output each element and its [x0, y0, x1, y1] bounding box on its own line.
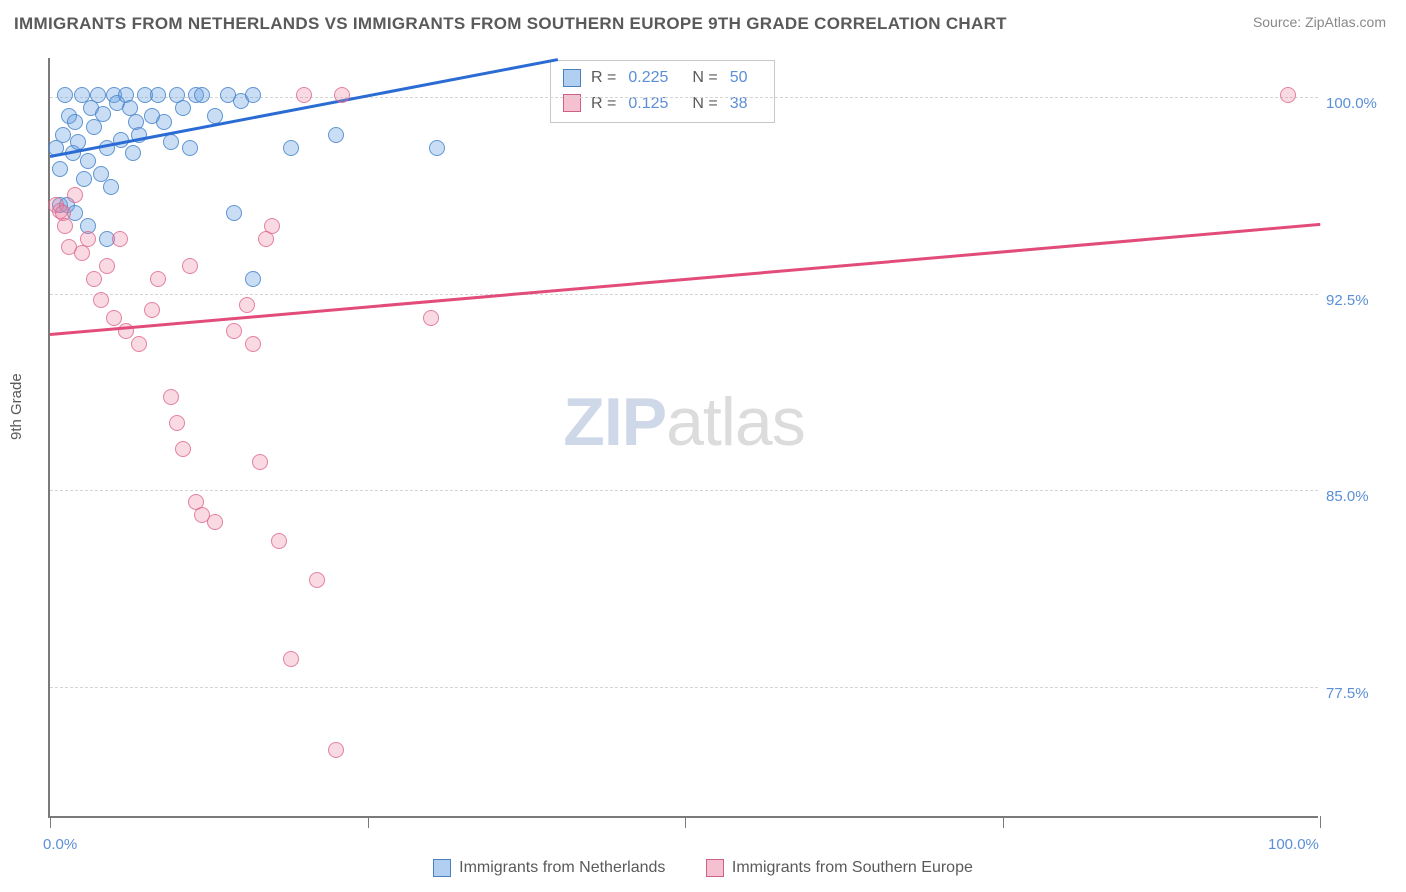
source-credit: Source: ZipAtlas.com: [1253, 14, 1386, 30]
gridline: [50, 687, 1318, 688]
n-label: N =: [692, 91, 717, 117]
data-point: [245, 271, 261, 287]
y-tick-label: 92.5%: [1326, 292, 1369, 309]
stats-legend-box: R = 0.225 N = 50 R = 0.125 N = 38: [550, 60, 775, 123]
data-point: [57, 87, 73, 103]
data-point: [264, 218, 280, 234]
y-tick-label: 77.5%: [1326, 685, 1369, 702]
data-point: [106, 310, 122, 326]
watermark-zip: ZIP: [563, 384, 666, 460]
data-point: [125, 145, 141, 161]
data-point: [90, 87, 106, 103]
x-tick: [1003, 816, 1004, 828]
stats-row-blue: R = 0.225 N = 50: [563, 65, 762, 91]
x-tick-label: 0.0%: [43, 836, 77, 853]
gridline: [50, 294, 1318, 295]
data-point: [76, 171, 92, 187]
plot-area: ZIPatlas R = 0.225 N = 50 R = 0.125 N = …: [48, 58, 1318, 818]
data-point: [163, 134, 179, 150]
data-point: [283, 651, 299, 667]
n-value-blue: 50: [730, 65, 748, 91]
data-point: [245, 336, 261, 352]
x-tick: [1320, 816, 1321, 828]
swatch-blue-icon: [563, 69, 581, 87]
y-axis-label: 9th Grade: [8, 373, 25, 440]
data-point: [99, 258, 115, 274]
data-point: [175, 441, 191, 457]
data-point: [55, 127, 71, 143]
n-value-pink: 38: [730, 91, 748, 117]
legend-item-pink: Immigrants from Southern Europe: [706, 859, 973, 877]
legend-item-blue: Immigrants from Netherlands: [433, 859, 665, 877]
x-tick: [685, 816, 686, 828]
data-point: [67, 114, 83, 130]
x-tick: [368, 816, 369, 828]
data-point: [1280, 87, 1296, 103]
data-point: [86, 271, 102, 287]
data-point: [207, 514, 223, 530]
source-name: ZipAtlas.com: [1305, 14, 1386, 30]
data-point: [245, 87, 261, 103]
data-point: [239, 297, 255, 313]
data-point: [163, 389, 179, 405]
data-point: [93, 292, 109, 308]
data-point: [226, 323, 242, 339]
data-point: [296, 87, 312, 103]
data-point: [131, 336, 147, 352]
legend-label-pink: Immigrants from Southern Europe: [732, 859, 973, 877]
stats-row-pink: R = 0.125 N = 38: [563, 91, 762, 117]
swatch-blue-icon: [433, 859, 451, 877]
y-tick-label: 100.0%: [1326, 95, 1377, 112]
data-point: [309, 572, 325, 588]
gridline: [50, 490, 1318, 491]
r-value-blue: 0.225: [628, 65, 668, 91]
n-label: N =: [692, 65, 717, 91]
r-label: R =: [591, 65, 616, 91]
legend-label-blue: Immigrants from Netherlands: [459, 859, 665, 877]
data-point: [95, 106, 111, 122]
data-point: [271, 533, 287, 549]
data-point: [57, 218, 73, 234]
chart-title: IMMIGRANTS FROM NETHERLANDS VS IMMIGRANT…: [14, 14, 1007, 34]
data-point: [252, 454, 268, 470]
data-point: [283, 140, 299, 156]
data-point: [169, 415, 185, 431]
data-point: [52, 161, 68, 177]
data-point: [150, 87, 166, 103]
watermark-atlas: atlas: [666, 384, 805, 460]
data-point: [175, 100, 191, 116]
data-point: [67, 187, 83, 203]
r-value-pink: 0.125: [628, 91, 668, 117]
data-point: [103, 179, 119, 195]
data-point: [80, 153, 96, 169]
x-tick-label: 100.0%: [1268, 836, 1319, 853]
swatch-pink-icon: [706, 859, 724, 877]
y-tick-label: 85.0%: [1326, 488, 1369, 505]
data-point: [112, 231, 128, 247]
data-point: [156, 114, 172, 130]
data-point: [423, 310, 439, 326]
data-point: [80, 231, 96, 247]
data-point: [334, 87, 350, 103]
data-point: [182, 140, 198, 156]
trend-line: [50, 223, 1320, 336]
data-point: [150, 271, 166, 287]
data-point: [226, 205, 242, 221]
data-point: [194, 87, 210, 103]
data-point: [144, 302, 160, 318]
watermark: ZIPatlas: [563, 383, 804, 461]
source-label: Source:: [1253, 14, 1301, 30]
data-point: [429, 140, 445, 156]
data-point: [328, 742, 344, 758]
r-label: R =: [591, 91, 616, 117]
x-tick: [50, 816, 51, 828]
bottom-legend: Immigrants from Netherlands Immigrants f…: [0, 859, 1406, 882]
data-point: [328, 127, 344, 143]
data-point: [182, 258, 198, 274]
